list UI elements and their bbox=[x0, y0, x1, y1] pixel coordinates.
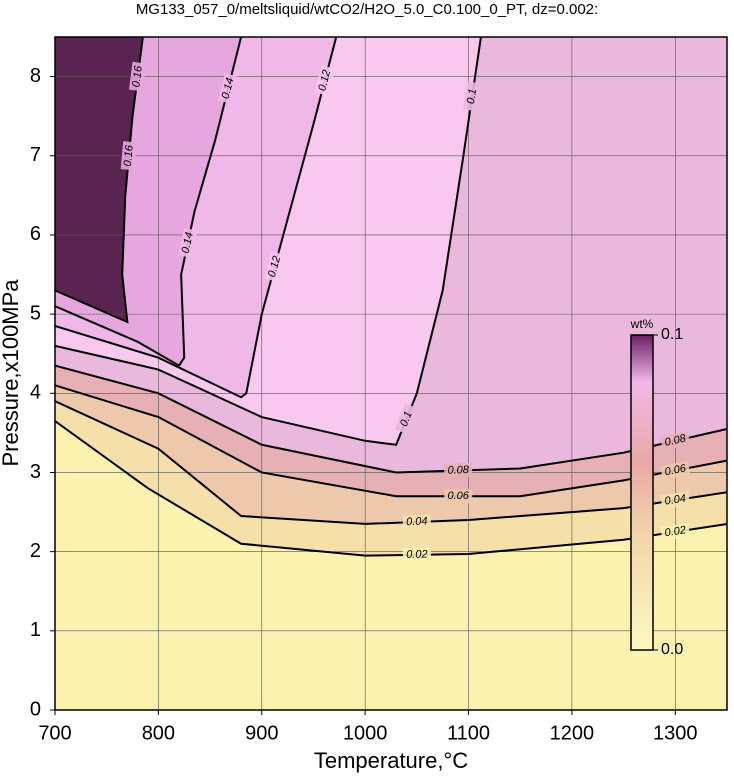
x-tick-label: 700 bbox=[38, 722, 71, 744]
y-tick-label: 6 bbox=[30, 223, 41, 245]
colorbar-tick-label: 0.1 bbox=[661, 326, 683, 343]
contour-label-bg bbox=[402, 514, 432, 530]
chart-title: MG133_057_0/meltsliquid/wtCO2/H2O_5.0_C0… bbox=[136, 1, 598, 18]
contour-label: 0.12 bbox=[266, 255, 283, 279]
contour-label: 0.04 bbox=[664, 493, 687, 508]
x-tick-label: 900 bbox=[245, 722, 278, 744]
contour-label-group: 0.16 bbox=[128, 61, 147, 92]
contour-label-group: 0.08 bbox=[443, 463, 473, 478]
contour-label: 0.1 bbox=[398, 410, 415, 429]
plot-frame bbox=[54, 36, 728, 711]
y-tick-label: 4 bbox=[30, 382, 41, 404]
contour-line bbox=[55, 400, 727, 525]
contour-label-group: 0.1 bbox=[394, 403, 419, 435]
contour-label-bg bbox=[463, 81, 482, 112]
contour-label-group: 0.02 bbox=[402, 547, 431, 563]
contour-label: 0.04 bbox=[406, 515, 428, 528]
x-tick-label: 1200 bbox=[550, 722, 595, 744]
contour-line bbox=[55, 384, 727, 498]
y-tick-label: 5 bbox=[30, 302, 41, 324]
contour-label-group: 0.14 bbox=[217, 73, 239, 104]
contour-label-group: 0.04 bbox=[660, 491, 691, 510]
x-tick-label: 1300 bbox=[653, 722, 698, 744]
contour-label-bg bbox=[660, 460, 691, 480]
x-tick-label: 1100 bbox=[447, 722, 490, 744]
contour-label-bg bbox=[217, 73, 239, 104]
contour-line bbox=[55, 37, 243, 367]
y-tick-label: 0 bbox=[30, 698, 41, 720]
contour-label: 0.02 bbox=[406, 549, 428, 561]
contour-line bbox=[55, 420, 727, 557]
contour-label: 0.1 bbox=[465, 88, 479, 105]
contour-label-bg bbox=[314, 65, 336, 96]
y-tick-label: 3 bbox=[30, 461, 41, 483]
y-tick-label: 2 bbox=[30, 540, 41, 562]
contour-label: 0.06 bbox=[447, 490, 469, 502]
contour-label-group: 0.1 bbox=[463, 81, 482, 112]
contour-line bbox=[55, 37, 338, 399]
contour-label-bg bbox=[178, 227, 198, 259]
contour-label-group: 0.14 bbox=[178, 227, 198, 259]
contour-label-group: 0.06 bbox=[444, 489, 473, 504]
colorbar-label: wt% bbox=[630, 317, 654, 331]
contour-label-bg bbox=[444, 489, 473, 504]
contour-label-group: 0.04 bbox=[402, 514, 432, 530]
contour-label-bg bbox=[660, 491, 691, 510]
contour-line bbox=[55, 37, 482, 446]
contour-label: 0.06 bbox=[664, 462, 688, 478]
plot-area: 0.16 0.16 0.14 0.14 0.12 0.12 0.1 0.1 0.08 0.08 0.… bbox=[55, 37, 727, 710]
x-axis-label: Temperature,°C bbox=[314, 748, 468, 773]
colorbar bbox=[630, 334, 654, 651]
x-tick-label: 800 bbox=[142, 722, 175, 744]
overlay: 700 800 900 1000 1100 1200 1300 0 1 2 3 4 5 6 7 8 wt% 0.0… bbox=[30, 36, 728, 744]
contour-label: 0.16 bbox=[122, 144, 136, 167]
y-tick-label: 7 bbox=[30, 144, 41, 166]
contour-label-bg bbox=[128, 61, 147, 92]
y-axis-label: Pressure,x100MPa bbox=[0, 279, 23, 467]
contour-label-group: 0.08 bbox=[660, 430, 691, 451]
contour-label: 0.14 bbox=[180, 231, 196, 254]
contour-line bbox=[55, 37, 144, 324]
contour-label-group: 0.12 bbox=[314, 65, 336, 96]
y-tick-label: 1 bbox=[30, 619, 41, 641]
contour-label: 0.12 bbox=[316, 69, 333, 93]
contour-line bbox=[55, 364, 727, 474]
contour-label-group: 0.16 bbox=[120, 141, 138, 171]
contour-label: 0.14 bbox=[220, 77, 237, 101]
contour-label-group: 0.02 bbox=[660, 522, 691, 541]
x-tick-label: 1000 bbox=[343, 722, 388, 744]
contour-label-bg bbox=[394, 403, 419, 435]
contour-label-bg bbox=[264, 251, 286, 282]
colorbar-tick-label: 0.0 bbox=[661, 641, 683, 658]
y-tick-label: 8 bbox=[30, 65, 41, 87]
contour-label-bg bbox=[443, 463, 473, 478]
contour-label-bg bbox=[660, 430, 691, 451]
contour-label: 0.08 bbox=[664, 432, 688, 449]
contour-label: 0.08 bbox=[447, 464, 470, 477]
contour-label-bg bbox=[120, 141, 138, 171]
contour-label-bg bbox=[660, 522, 691, 541]
contour-fill bbox=[55, 421, 727, 710]
contour-label-bg bbox=[402, 547, 431, 563]
contour-label: 0.16 bbox=[130, 64, 145, 88]
contour-label-group: 0.12 bbox=[264, 251, 286, 282]
contour-label-group: 0.06 bbox=[660, 460, 691, 480]
contour-label: 0.02 bbox=[664, 524, 687, 539]
